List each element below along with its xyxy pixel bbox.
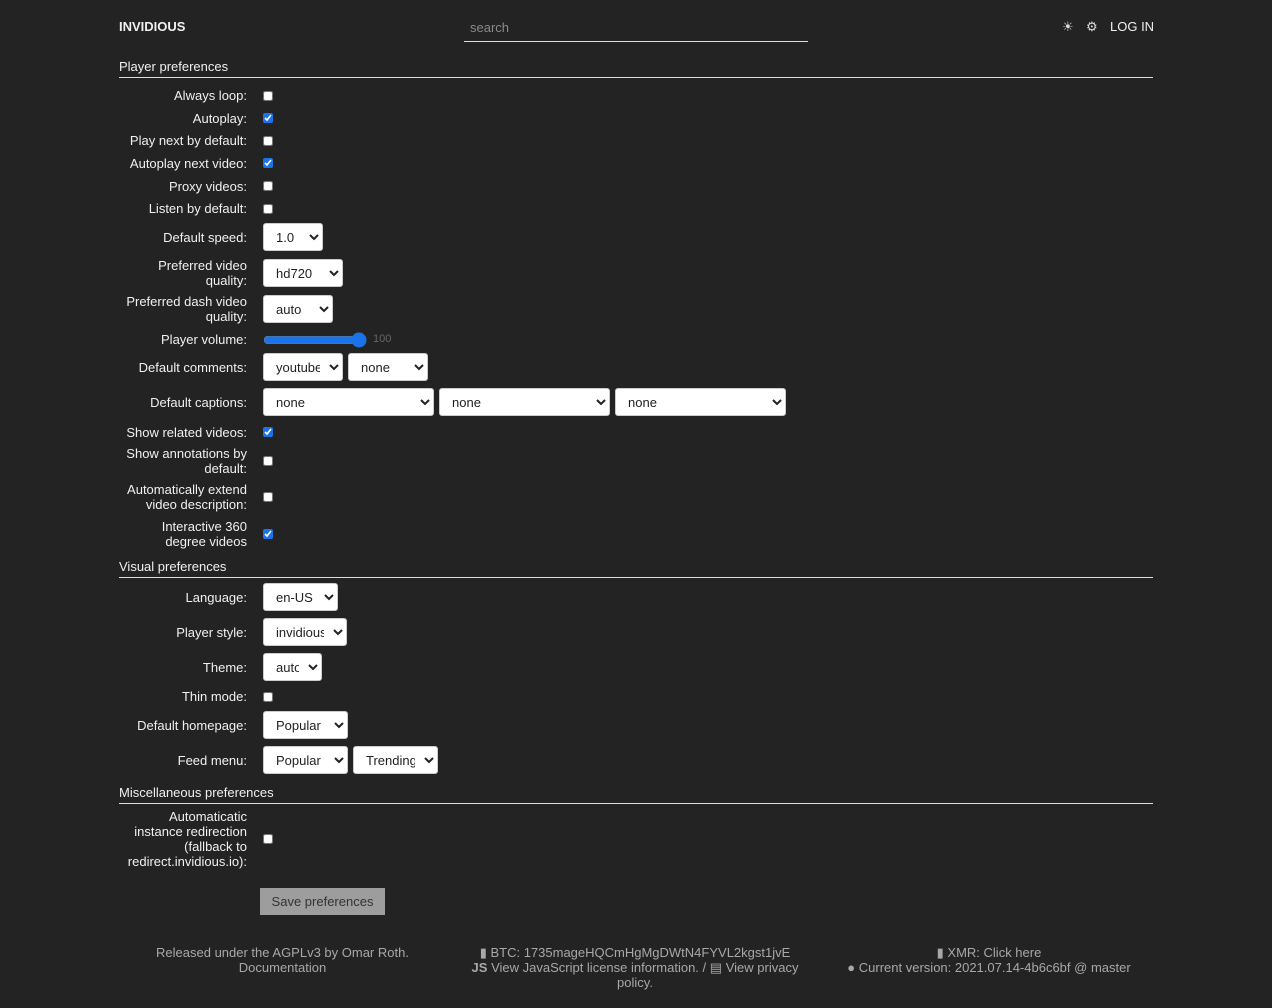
homepage-label: Default homepage: bbox=[137, 718, 247, 733]
footer-left: Released under the AGPLv3 by Omar Roth. … bbox=[140, 945, 425, 975]
thin-mode-checkbox[interactable] bbox=[263, 692, 273, 702]
proxy-videos-checkbox[interactable] bbox=[263, 181, 273, 191]
extend-desc-checkbox[interactable] bbox=[263, 492, 273, 502]
js-icon: JS bbox=[471, 960, 488, 975]
feed-menu-label: Feed menu: bbox=[177, 753, 247, 768]
language-label: Language: bbox=[185, 590, 247, 605]
divider bbox=[119, 803, 1153, 804]
theme-label: Theme: bbox=[202, 660, 247, 675]
always-loop-checkbox[interactable] bbox=[263, 91, 273, 101]
section-title-player: Player preferences bbox=[119, 59, 229, 74]
divider bbox=[119, 77, 1153, 78]
feed-menu-select-1[interactable]: Popular bbox=[263, 746, 348, 774]
play-next-label: Play next by default: bbox=[129, 133, 247, 148]
feed-menu-select-2[interactable]: Trending bbox=[353, 746, 438, 774]
js-license-link[interactable]: View JavaScript license information. bbox=[491, 960, 699, 975]
comments-select-2[interactable]: none bbox=[348, 353, 428, 381]
divider bbox=[119, 577, 1153, 578]
dash-quality-label: Preferred dash video quality: bbox=[126, 294, 247, 324]
language-select[interactable]: en-US bbox=[263, 583, 338, 611]
vr-checkbox[interactable] bbox=[263, 529, 273, 539]
login-link[interactable]: LOG IN bbox=[1110, 19, 1155, 34]
volume-value: 100 bbox=[373, 333, 392, 345]
comments-label: Default comments: bbox=[138, 360, 247, 375]
autoplay-checkbox[interactable] bbox=[263, 113, 273, 123]
volume-label: Player volume: bbox=[161, 332, 247, 347]
volume-slider[interactable] bbox=[263, 332, 367, 348]
listen-label: Listen by default: bbox=[148, 201, 247, 216]
related-checkbox[interactable] bbox=[263, 427, 273, 437]
version-text[interactable]: Current version: 2021.07.14-4b6c6bf @ ma… bbox=[858, 960, 1131, 975]
brand-logo[interactable]: INVIDIOUS bbox=[119, 19, 186, 34]
sun-icon[interactable]: ☀ bbox=[1062, 19, 1074, 34]
footer-right: ▮ XMR: Click here ● Current version: 202… bbox=[830, 945, 1148, 975]
speed-select[interactable]: 1.0 bbox=[263, 223, 323, 251]
document-icon: ▤ bbox=[709, 960, 723, 975]
player-style-label: Player style: bbox=[176, 625, 247, 640]
annotations-label: Show annotations by default: bbox=[126, 446, 247, 476]
redirect-label: Automaticatic instance redirection (fall… bbox=[127, 809, 247, 869]
proxy-videos-label: Proxy videos: bbox=[168, 179, 247, 194]
search-input[interactable] bbox=[464, 14, 808, 42]
privacy-link[interactable]: View privacy policy. bbox=[617, 960, 799, 990]
theme-select[interactable]: auto bbox=[263, 653, 322, 681]
gear-icon[interactable]: ⚙ bbox=[1086, 19, 1098, 34]
speed-label: Default speed: bbox=[163, 230, 247, 245]
xmr-link[interactable]: XMR: Click here bbox=[947, 945, 1042, 960]
captions-select-3[interactable]: none bbox=[615, 388, 786, 416]
comments-select-1[interactable]: youtube bbox=[263, 353, 343, 381]
section-title-visual: Visual preferences bbox=[119, 559, 227, 574]
homepage-select[interactable]: Popular bbox=[263, 711, 348, 739]
captions-select-1[interactable]: none bbox=[263, 388, 434, 416]
wallet-icon: ▮ bbox=[936, 945, 944, 960]
dash-quality-select[interactable]: auto bbox=[263, 295, 333, 323]
captions-select-2[interactable]: none bbox=[439, 388, 610, 416]
section-title-misc: Miscellaneous preferences bbox=[119, 785, 274, 800]
separator: / bbox=[702, 960, 707, 975]
autoplay-next-label: Autoplay next video: bbox=[129, 156, 247, 171]
captions-label: Default captions: bbox=[150, 395, 247, 410]
extend-desc-label: Automatically extend video description: bbox=[127, 482, 247, 512]
documentation-link[interactable]: Documentation bbox=[238, 960, 327, 975]
save-preferences-button[interactable]: Save preferences bbox=[260, 888, 385, 915]
redirect-checkbox[interactable] bbox=[263, 834, 273, 844]
quality-select[interactable]: hd720 bbox=[263, 259, 343, 287]
related-label: Show related videos: bbox=[126, 425, 247, 440]
always-loop-label: Always loop: bbox=[174, 88, 247, 103]
autoplay-next-checkbox[interactable] bbox=[263, 158, 273, 168]
github-icon: ● bbox=[847, 960, 856, 975]
listen-checkbox[interactable] bbox=[263, 204, 273, 214]
btc-address: BTC: 1735mageHQCmHgMgDWtN4FYVL2kgst1jvE bbox=[490, 945, 791, 960]
wallet-icon: ▮ bbox=[479, 945, 487, 960]
footer-center: ▮ BTC: 1735mageHQCmHgMgDWtN4FYVL2kgst1jv… bbox=[470, 945, 800, 990]
thin-mode-label: Thin mode: bbox=[181, 689, 247, 704]
license-text: Released under the AGPLv3 by Omar Roth. bbox=[156, 945, 409, 960]
quality-label: Preferred video quality: bbox=[158, 258, 247, 288]
vr-label: Interactive 360 degree videos bbox=[161, 519, 247, 549]
annotations-checkbox[interactable] bbox=[263, 456, 273, 466]
play-next-checkbox[interactable] bbox=[263, 136, 273, 146]
player-style-select[interactable]: invidious bbox=[263, 618, 347, 646]
autoplay-label: Autoplay: bbox=[192, 111, 247, 126]
